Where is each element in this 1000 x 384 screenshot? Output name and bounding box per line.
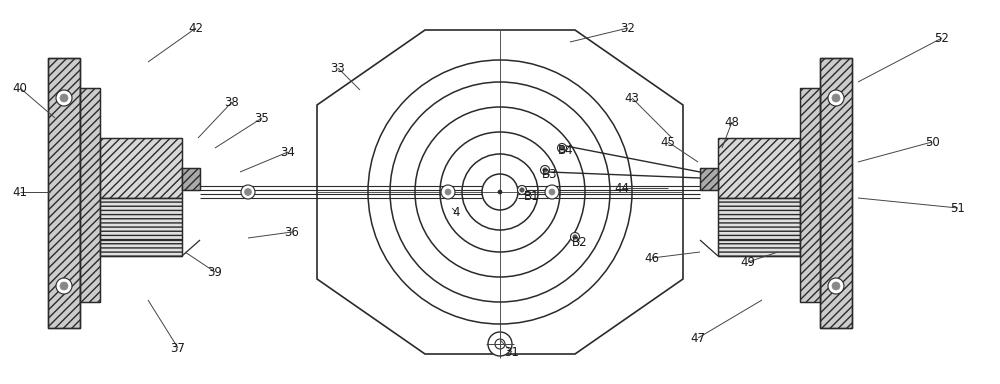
Circle shape — [60, 282, 68, 290]
Text: 35: 35 — [255, 111, 269, 124]
Circle shape — [543, 168, 547, 172]
Circle shape — [558, 144, 566, 152]
Text: 45: 45 — [661, 136, 675, 149]
Bar — [718, 198, 800, 256]
Bar — [718, 138, 800, 198]
Circle shape — [545, 185, 559, 199]
Circle shape — [241, 185, 255, 199]
Circle shape — [498, 190, 502, 194]
Text: 42: 42 — [188, 22, 204, 35]
Text: B4: B4 — [558, 144, 574, 157]
Circle shape — [520, 188, 524, 192]
Circle shape — [549, 189, 555, 195]
Text: 32: 32 — [621, 22, 635, 35]
Polygon shape — [317, 30, 683, 354]
Text: 39: 39 — [208, 265, 222, 278]
Circle shape — [244, 189, 252, 195]
Circle shape — [56, 90, 72, 106]
Circle shape — [60, 94, 68, 102]
Bar — [80, 88, 100, 302]
Circle shape — [560, 146, 564, 150]
Text: 4: 4 — [452, 205, 460, 218]
Bar — [100, 198, 182, 256]
Circle shape — [56, 278, 72, 294]
Text: 49: 49 — [740, 255, 756, 268]
Bar — [820, 58, 852, 328]
Text: 47: 47 — [690, 331, 706, 344]
Text: 52: 52 — [935, 31, 949, 45]
Bar — [820, 58, 852, 328]
Text: 41: 41 — [12, 185, 28, 199]
Bar — [80, 88, 100, 302]
Circle shape — [570, 232, 580, 242]
Text: B1: B1 — [524, 189, 540, 202]
Bar — [182, 168, 200, 190]
Bar — [800, 88, 820, 302]
Text: 33: 33 — [331, 61, 345, 74]
Text: 34: 34 — [281, 146, 295, 159]
Bar — [100, 138, 182, 198]
Circle shape — [832, 282, 840, 290]
Text: 44: 44 — [614, 182, 630, 195]
Text: 38: 38 — [225, 96, 239, 109]
Text: 37: 37 — [171, 341, 185, 354]
Circle shape — [518, 185, 526, 195]
Text: 46: 46 — [644, 252, 660, 265]
Bar — [100, 138, 182, 198]
Bar — [48, 58, 80, 328]
Circle shape — [828, 278, 844, 294]
Circle shape — [828, 90, 844, 106]
Bar — [800, 88, 820, 302]
Circle shape — [488, 332, 512, 356]
Text: 40: 40 — [13, 81, 27, 94]
Text: B3: B3 — [542, 169, 558, 182]
Text: B2: B2 — [572, 235, 588, 248]
Circle shape — [573, 235, 577, 239]
Bar — [718, 138, 800, 198]
Text: 43: 43 — [625, 91, 639, 104]
Circle shape — [445, 189, 451, 195]
Circle shape — [832, 94, 840, 102]
Bar — [718, 198, 800, 256]
Circle shape — [540, 166, 550, 174]
Circle shape — [495, 339, 505, 349]
Text: 36: 36 — [285, 225, 299, 238]
Bar — [700, 168, 718, 190]
Bar — [700, 168, 718, 190]
Text: 31: 31 — [505, 346, 519, 359]
Bar — [100, 198, 182, 256]
Bar — [182, 168, 200, 190]
Text: 51: 51 — [951, 202, 965, 215]
Bar — [48, 58, 80, 328]
Text: 50: 50 — [925, 136, 939, 149]
Circle shape — [441, 185, 455, 199]
Text: 48: 48 — [725, 116, 739, 129]
